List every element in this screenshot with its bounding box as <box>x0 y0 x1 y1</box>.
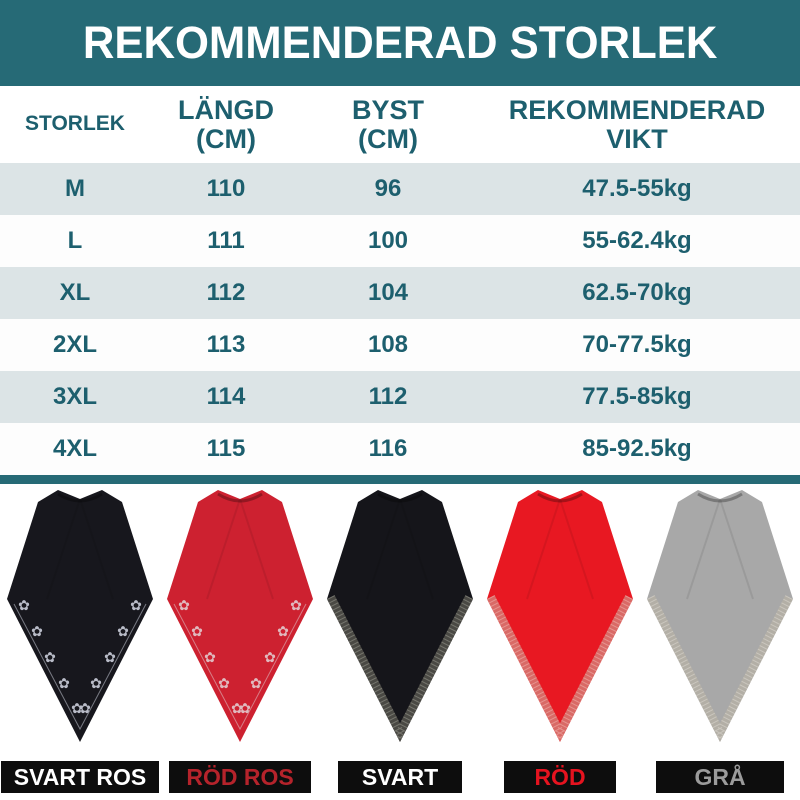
size-table-body: M 110 96 47.5-55kg L 111 100 55-62.4kg X… <box>0 163 800 475</box>
size-value: M <box>65 175 85 202</box>
title-banner: REKOMMENDERAD STORLEK <box>0 0 800 86</box>
color-label-svart: SVART <box>338 761 462 793</box>
svg-text:✿: ✿ <box>178 598 190 614</box>
poncho-image-gra <box>640 484 800 758</box>
svg-text:✿: ✿ <box>117 624 129 640</box>
length-value: 115 <box>206 435 246 462</box>
svg-text:✿: ✿ <box>130 598 142 614</box>
bust-value: 100 <box>367 227 409 254</box>
svg-text:✿: ✿ <box>79 701 91 717</box>
poncho-image-svart <box>320 484 480 758</box>
size-value: 4XL <box>52 435 97 462</box>
bust-value: 104 <box>367 279 409 306</box>
length-value: 114 <box>206 383 246 410</box>
color-label-rod: RÖD <box>504 761 616 793</box>
size-value: 3XL <box>52 383 97 410</box>
column-header-storlek: STORLEK <box>25 112 125 136</box>
svg-text:✿: ✿ <box>290 598 302 614</box>
color-label-text: SVART <box>361 763 439 790</box>
column-header-langd: LÄNGD (CM) <box>178 95 274 154</box>
bust-value: 112 <box>368 383 408 410</box>
bust-value: 108 <box>367 331 409 358</box>
size-table: STORLEK LÄNGD (CM) BYST (CM) REKOMMENDER… <box>0 86 800 475</box>
size-value: L <box>67 227 83 254</box>
svg-text:✿: ✿ <box>90 676 102 692</box>
color-label-text: RÖD <box>534 763 586 790</box>
bust-value: 96 <box>374 175 402 202</box>
svg-text:✿: ✿ <box>204 650 216 666</box>
weight-value: 47.5-55kg <box>582 175 692 202</box>
color-label-text: GRÅ <box>694 763 746 790</box>
length-value: 112 <box>206 279 246 306</box>
table-row-l: L 111 100 55-62.4kg <box>0 215 800 267</box>
color-labels-row: SVART ROS RÖD ROS SVART RÖD GRÅ <box>0 758 800 800</box>
svg-text:✿: ✿ <box>264 650 276 666</box>
table-row-3xl: 3XL 114 112 77.5-85kg <box>0 371 800 423</box>
table-row-m: M 110 96 47.5-55kg <box>0 163 800 215</box>
svg-text:✿: ✿ <box>231 701 243 717</box>
product-colors-row: ✿ ✿ ✿ ✿ ✿ ✿ ✿ ✿ ✿ ✿ ✿ ✿ ✿ ✿ ✿ ✿ ✿ ✿ ✿ ✿ <box>0 484 800 758</box>
column-header-vikt: REKOMMENDERAD VIKT <box>508 95 766 154</box>
poncho-image-svart-ros: ✿ ✿ ✿ ✿ ✿ ✿ ✿ ✿ ✿ ✿ <box>0 484 160 758</box>
color-label-svart-ros: SVART ROS <box>1 761 159 793</box>
poncho-image-rod-ros: ✿ ✿ ✿ ✿ ✿ ✿ ✿ ✿ ✿ ✿ <box>160 484 320 758</box>
size-table-header-row: STORLEK LÄNGD (CM) BYST (CM) REKOMMENDER… <box>0 86 800 163</box>
svg-text:✿: ✿ <box>250 676 262 692</box>
table-row-4xl: 4XL 115 116 85-92.5kg <box>0 423 800 475</box>
length-value: 113 <box>206 331 246 358</box>
column-header-byst: BYST (CM) <box>351 95 424 154</box>
svg-text:✿: ✿ <box>218 676 230 692</box>
length-value: 111 <box>207 227 245 254</box>
svg-text:✿: ✿ <box>104 650 116 666</box>
svg-text:✿: ✿ <box>71 701 83 717</box>
svg-text:✿: ✿ <box>191 624 203 640</box>
svg-text:✿: ✿ <box>239 701 251 717</box>
bust-value: 116 <box>368 435 408 462</box>
weight-value: 55-62.4kg <box>582 227 692 254</box>
weight-value: 77.5-85kg <box>582 383 692 410</box>
svg-text:✿: ✿ <box>58 676 70 692</box>
size-value: XL <box>59 279 91 306</box>
divider-bar <box>0 475 800 484</box>
size-value: 2XL <box>52 331 97 358</box>
color-label-text: SVART ROS <box>13 763 147 790</box>
table-row-xl: XL 112 104 62.5-70kg <box>0 267 800 319</box>
length-value: 110 <box>206 175 246 202</box>
color-label-rod-ros: RÖD ROS <box>169 761 311 793</box>
svg-text:✿: ✿ <box>18 598 30 614</box>
weight-value: 62.5-70kg <box>582 279 692 306</box>
poncho-image-rod <box>480 484 640 758</box>
weight-value: 85-92.5kg <box>582 435 692 462</box>
page-title: REKOMMENDERAD STORLEK <box>82 17 718 68</box>
svg-text:✿: ✿ <box>44 650 56 666</box>
weight-value: 70-77.5kg <box>582 331 692 358</box>
color-label-gra: GRÅ <box>656 761 784 793</box>
svg-text:✿: ✿ <box>277 624 289 640</box>
table-row-2xl: 2XL 113 108 70-77.5kg <box>0 319 800 371</box>
color-label-text: RÖD ROS <box>186 763 294 790</box>
svg-text:✿: ✿ <box>31 624 43 640</box>
